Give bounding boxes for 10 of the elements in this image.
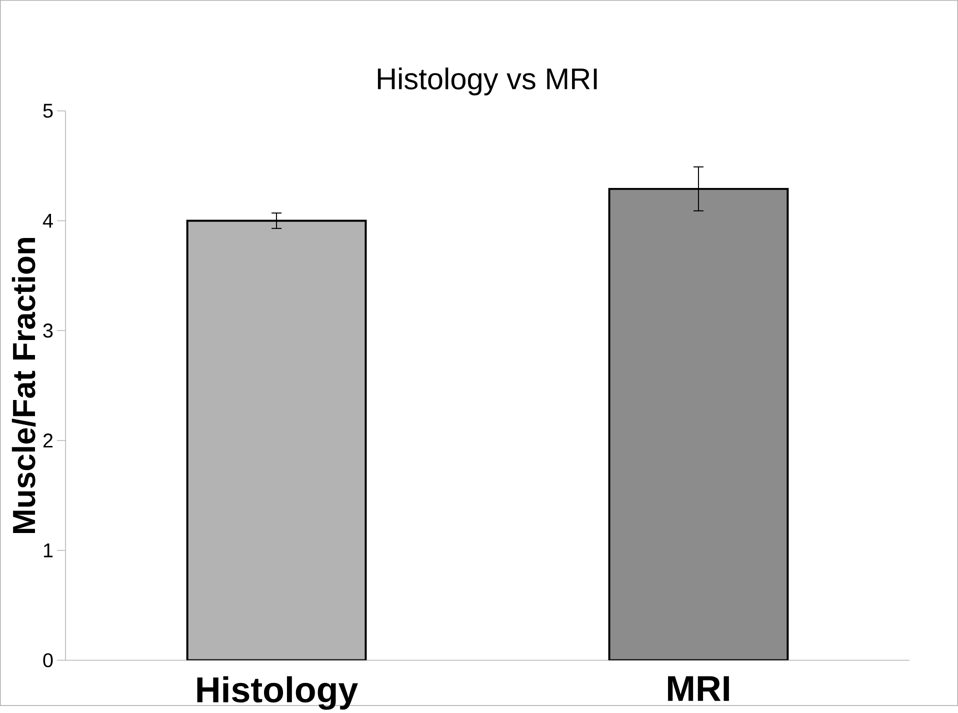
x-tick-label: Histology (197, 676, 358, 710)
y-tick-label: 5 (43, 104, 53, 118)
chart-title: Histology vs MRI (378, 68, 597, 96)
y-tick-label: 2 (43, 433, 53, 448)
y-tick-label: 4 (42, 214, 53, 228)
x-tick-label: MRI (668, 676, 729, 701)
y-tick-label: 0 (43, 653, 53, 668)
y-tick-label: 3 (43, 324, 53, 338)
y-axis-title: Muscle/Fat Fraction (12, 238, 36, 533)
y-tick-label: 1 (44, 543, 53, 558)
